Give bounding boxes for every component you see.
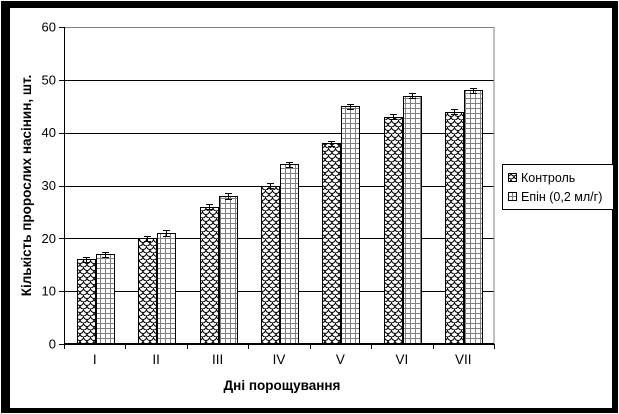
y-tick-label-30: 30 — [42, 178, 56, 193]
fishscale-swatch-icon — [508, 173, 517, 182]
plot-border — [64, 27, 495, 344]
y-tick-label-0: 0 — [49, 337, 56, 352]
error-bar-0-VII — [451, 109, 458, 115]
y-tick-label-20: 20 — [42, 231, 56, 246]
bar-1-I — [96, 254, 115, 344]
legend-label: Контроль — [521, 170, 576, 185]
grid-swatch-icon — [508, 192, 517, 201]
legend-item-kontrol: Контроль — [508, 170, 609, 185]
error-bar-0-V — [328, 141, 335, 147]
legend: Контроль Епін (0,2 мл/г) — [502, 164, 614, 210]
bar-0-IV — [261, 186, 280, 344]
error-bar-1-III — [225, 193, 232, 200]
y-tick-label-50: 50 — [42, 72, 56, 87]
legend-item-epin: Епін (0,2 мл/г) — [508, 189, 609, 204]
bar-0-II — [138, 238, 157, 344]
x-category-label-II: II — [152, 352, 160, 367]
error-bar-0-VI — [390, 114, 397, 120]
bar-1-III — [219, 196, 238, 344]
bar-0-VII — [445, 112, 464, 344]
error-bar-1-VII — [470, 88, 477, 94]
x-category-label-IV: IV — [273, 352, 286, 367]
series-0 — [77, 109, 464, 344]
bar-1-VII — [464, 90, 483, 344]
error-bar-0-III — [206, 204, 213, 210]
legend-label: Епін (0,2 мл/г) — [521, 189, 603, 204]
error-bar-1-IV — [286, 162, 293, 168]
error-bar-1-V — [347, 104, 354, 110]
error-bar-1-II — [163, 230, 170, 237]
series-1 — [96, 88, 483, 344]
x-category-label-I: I — [93, 352, 97, 367]
y-axis-title: Кількість пророслих насінин, шт. — [19, 75, 34, 297]
y-tick-label-10: 10 — [42, 284, 56, 299]
bar-1-II — [157, 233, 176, 344]
x-category-label-VII: VII — [455, 352, 472, 367]
error-bar-1-VI — [409, 93, 416, 99]
error-bar-1-I — [102, 252, 109, 258]
x-category-label-V: V — [336, 352, 345, 367]
bar-0-III — [200, 207, 219, 344]
error-bar-0-I — [83, 257, 90, 263]
bar-0-V — [322, 143, 341, 344]
error-bar-0-II — [144, 236, 151, 242]
bar-0-I — [77, 259, 96, 344]
bar-1-VI — [403, 96, 422, 344]
x-category-label-III: III — [212, 352, 223, 367]
x-category-label-VI: VI — [395, 352, 408, 367]
y-tick-label-40: 40 — [42, 125, 56, 140]
chart-canvas: 0 10 20 30 40 50 60 I II III IV V VI VII Дні порощуван… — [10, 8, 614, 408]
bar-1-V — [341, 106, 360, 344]
y-tick-label-60: 60 — [42, 20, 56, 35]
x-axis-title: Дні порощування — [224, 378, 341, 393]
error-bar-0-IV — [267, 183, 274, 189]
bar-0-VI — [384, 117, 403, 344]
bar-1-IV — [280, 164, 299, 344]
